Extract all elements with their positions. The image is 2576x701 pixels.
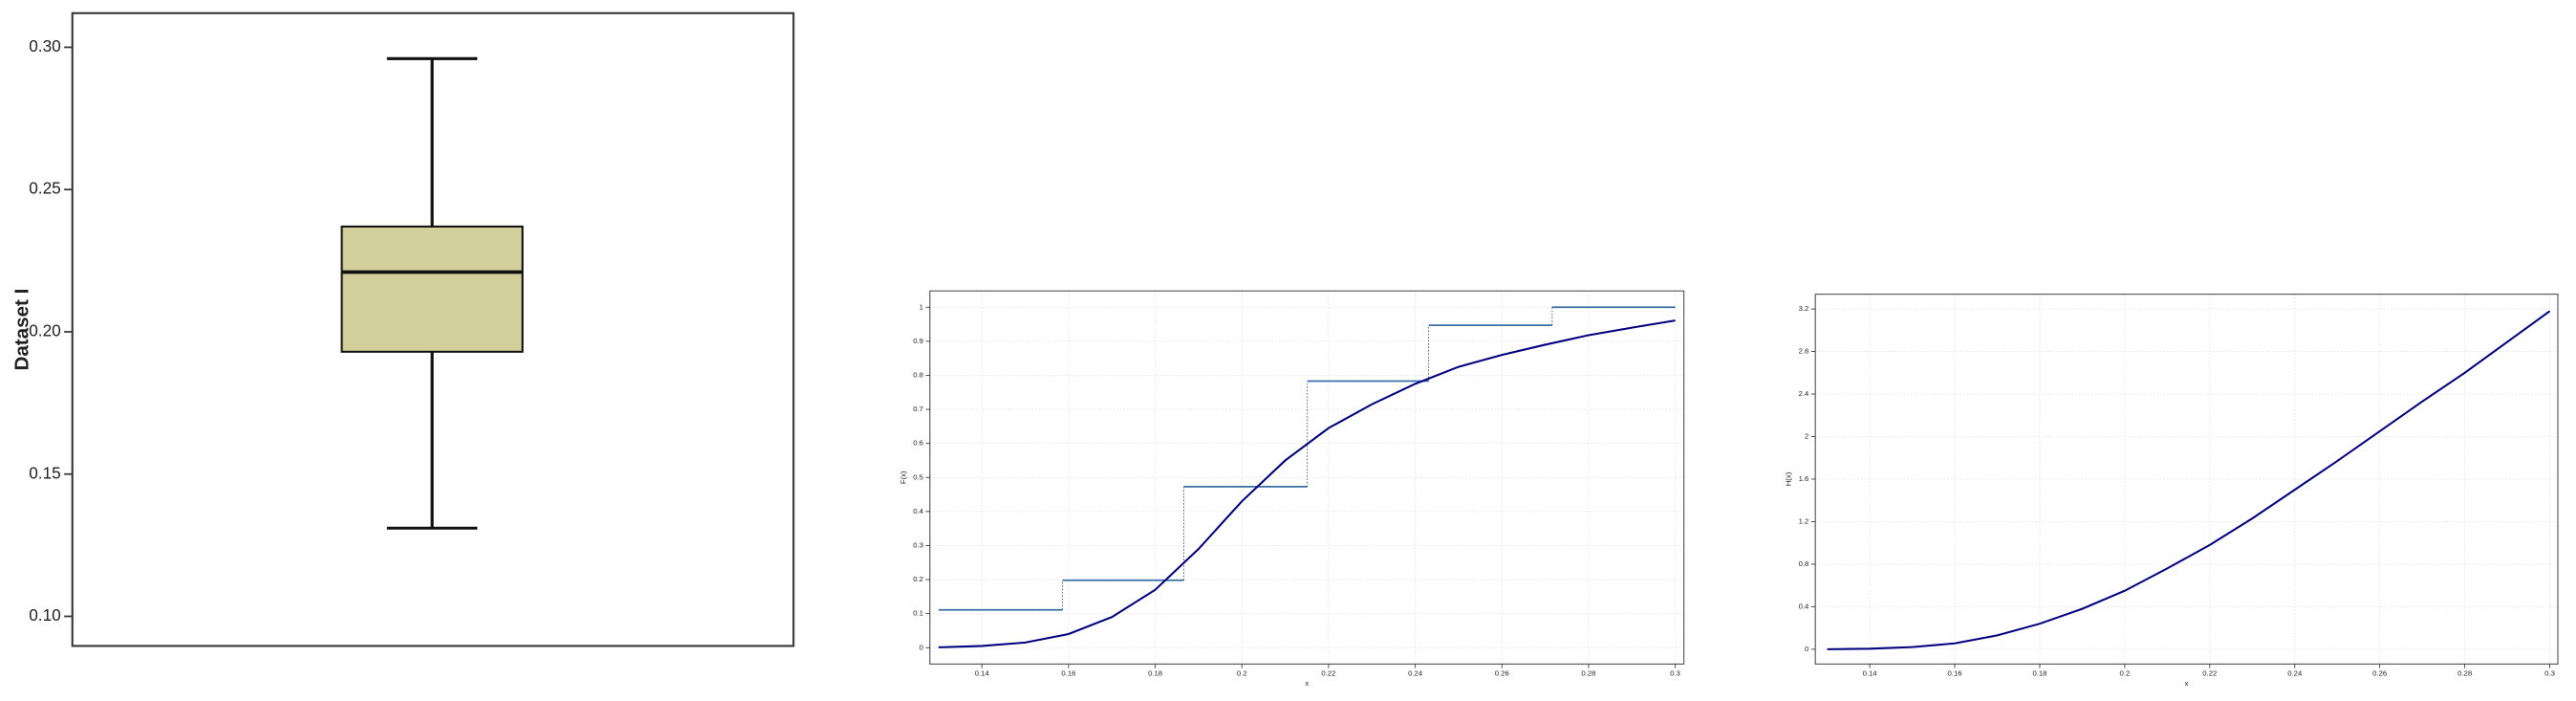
- y-axis-label: Dataset I: [11, 289, 33, 371]
- x-tick-label: 0.24: [1408, 669, 1423, 678]
- y-tick-label: 0.20: [29, 320, 60, 340]
- y-tick-label: 2: [1805, 432, 1808, 441]
- y-tick-label: 0.4: [1799, 602, 1809, 610]
- x-tick-label: 0.14: [1863, 669, 1878, 678]
- y-tick-label: 1.2: [1799, 517, 1809, 526]
- y-tick-label: 0.2: [913, 575, 923, 583]
- x-tick-label: 0.22: [1321, 669, 1335, 678]
- y-tick-label: 0.4: [913, 507, 923, 515]
- y-tick-label: 0: [1805, 645, 1808, 653]
- y-tick-label: 0.8: [1799, 559, 1809, 568]
- fitted-curve: [1827, 310, 2551, 650]
- x-tick-label: 0.18: [2032, 669, 2046, 678]
- y-tick-label: 0.1: [913, 609, 923, 618]
- x-tick-label: 0.24: [2287, 669, 2303, 678]
- x-tick-label: 0.2: [2120, 669, 2131, 678]
- y-tick-label: 0: [920, 643, 923, 651]
- x-tick-label: 0.18: [1148, 669, 1162, 678]
- x-axis-label: x: [2185, 679, 2189, 688]
- y-tick-label: 0.15: [29, 463, 60, 482]
- x-tick-label: 0.28: [2457, 669, 2472, 678]
- y-axis-label: F(x): [898, 471, 907, 484]
- x-tick-label: 0.22: [2202, 669, 2217, 678]
- x-tick-label: 0.26: [1495, 669, 1509, 678]
- x-tick-label: 0.16: [1948, 669, 1962, 678]
- x-tick-label: 0.28: [1581, 669, 1595, 678]
- plot-frame: [929, 290, 1685, 665]
- y-tick-label: 2.4: [1799, 389, 1809, 398]
- y-tick-label: 0.25: [29, 179, 60, 198]
- box: [340, 225, 524, 353]
- y-tick-label: 1.6: [1799, 474, 1809, 483]
- y-axis-label: H(x): [1785, 471, 1793, 486]
- plot-frame: [71, 11, 795, 647]
- fitted-curve: [938, 319, 1676, 648]
- x-tick-label: 0.3: [2544, 669, 2555, 678]
- y-tick-label: 0.8: [913, 371, 923, 380]
- y-tick-label: 3.2: [1799, 304, 1809, 313]
- y-tick-label: 1: [920, 302, 923, 311]
- y-tick-label: 0.30: [29, 36, 60, 55]
- x-tick-label: 0.26: [2372, 669, 2387, 678]
- y-tick-label: 0.9: [913, 337, 923, 345]
- x-tick-label: 0.14: [975, 669, 990, 678]
- y-tick-label: 2.8: [1799, 347, 1809, 356]
- plot-frame: [1814, 294, 2559, 665]
- y-tick-label: 0.5: [913, 472, 923, 481]
- x-tick-label: 0.2: [1237, 669, 1247, 678]
- y-tick-label: 0.10: [29, 605, 60, 624]
- x-tick-label: 0.3: [1670, 669, 1680, 678]
- y-tick-label: 0.3: [913, 541, 923, 550]
- y-tick-label: 0.7: [913, 405, 923, 413]
- x-axis-label: x: [1305, 679, 1309, 688]
- x-tick-label: 0.16: [1061, 669, 1075, 678]
- y-tick-label: 0.6: [913, 439, 923, 448]
